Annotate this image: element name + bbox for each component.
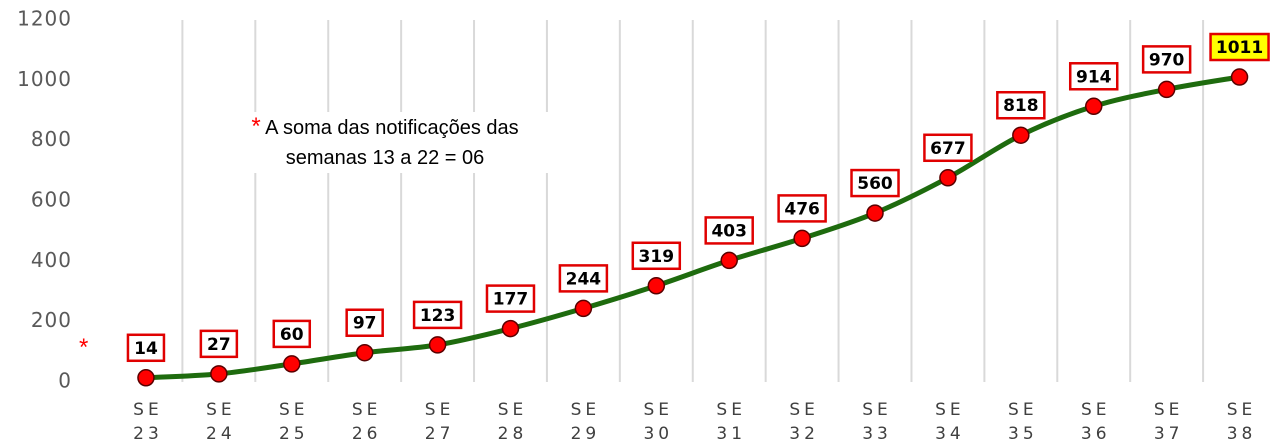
y-tick-label: 400 xyxy=(31,248,72,272)
value-label-box xyxy=(126,333,166,363)
x-tick-label: SE 28 xyxy=(497,400,528,444)
y-tick-label: 200 xyxy=(31,308,72,332)
x-tick-label: SE 26 xyxy=(351,400,382,444)
value-label-box xyxy=(996,90,1046,120)
data-point xyxy=(1012,126,1030,144)
x-tick-label: SE 37 xyxy=(1153,400,1184,444)
value-label: 403 xyxy=(711,221,747,241)
x-tick-label: SE 32 xyxy=(789,400,819,444)
value-label-box xyxy=(272,319,312,349)
value-label-box xyxy=(558,264,609,293)
data-point xyxy=(1084,97,1103,116)
data-point xyxy=(210,365,228,383)
value-label: 677 xyxy=(930,139,966,159)
value-label: 914 xyxy=(1076,67,1112,87)
value-label-box xyxy=(1141,45,1192,74)
x-tick-label: SE 34 xyxy=(935,400,965,444)
x-tick-label: SE 31 xyxy=(716,400,747,444)
value-label-box xyxy=(777,194,827,223)
data-point xyxy=(647,277,666,295)
annotation-marker: * xyxy=(251,113,261,140)
value-label: 319 xyxy=(639,247,675,267)
data-point xyxy=(428,336,447,354)
x-tick-label: SE 24 xyxy=(206,400,236,444)
data-point xyxy=(283,355,301,373)
annotation-text: A soma das notificações das semanas 13 a… xyxy=(265,117,519,169)
value-label: 60 xyxy=(280,325,304,345)
x-tick-label: SE 27 xyxy=(424,400,455,444)
value-label-box xyxy=(1209,32,1270,62)
data-point xyxy=(1230,68,1249,86)
data-point xyxy=(720,251,738,270)
value-label-box xyxy=(1068,62,1119,91)
data-point xyxy=(137,369,155,387)
value-label-box xyxy=(850,168,900,198)
value-label-box xyxy=(345,308,384,337)
y-tick-label: 800 xyxy=(31,127,72,151)
value-label: 560 xyxy=(857,174,893,194)
value-label: 1011 xyxy=(1216,38,1263,58)
data-point xyxy=(793,229,811,248)
x-tick-label: SE 30 xyxy=(643,400,674,444)
value-label: 970 xyxy=(1149,50,1185,70)
y-tick-label: 1000 xyxy=(17,67,72,91)
value-label: 27 xyxy=(207,335,231,355)
annotation-box: * A soma das notificações das semanas 13… xyxy=(215,112,555,173)
y-tick-label: 1200 xyxy=(17,7,72,31)
data-point xyxy=(939,169,957,187)
value-label-box xyxy=(631,241,682,271)
x-tick-label: SE 25 xyxy=(278,400,309,444)
value-label: 476 xyxy=(784,199,820,219)
data-point xyxy=(866,204,884,222)
value-label-box xyxy=(704,216,754,245)
value-label-box xyxy=(485,284,536,313)
value-label: 123 xyxy=(420,306,456,326)
x-tick-label: SE 23 xyxy=(133,400,163,444)
x-tick-label: SE 36 xyxy=(1080,400,1111,444)
x-tick-label: SE 38 xyxy=(1226,400,1257,444)
y-tick-label: 0 xyxy=(58,369,72,393)
value-label-box xyxy=(412,300,463,330)
data-line xyxy=(145,74,1240,381)
value-label-box xyxy=(923,133,973,163)
data-point xyxy=(501,319,520,338)
value-label-box xyxy=(199,329,239,359)
value-label: 177 xyxy=(493,290,529,310)
value-label: 244 xyxy=(566,269,602,289)
data-point xyxy=(1157,80,1176,99)
value-label: 97 xyxy=(353,314,377,334)
x-tick-label: SE 29 xyxy=(570,400,601,444)
x-tick-label: SE 35 xyxy=(1008,400,1038,444)
data-point xyxy=(355,343,374,362)
annotation-marker: * xyxy=(79,334,89,361)
value-label: 14 xyxy=(134,339,158,359)
data-point xyxy=(574,299,593,318)
y-tick-label: 600 xyxy=(31,188,72,212)
value-label: 818 xyxy=(1003,96,1039,116)
x-tick-label: SE 33 xyxy=(862,400,892,444)
